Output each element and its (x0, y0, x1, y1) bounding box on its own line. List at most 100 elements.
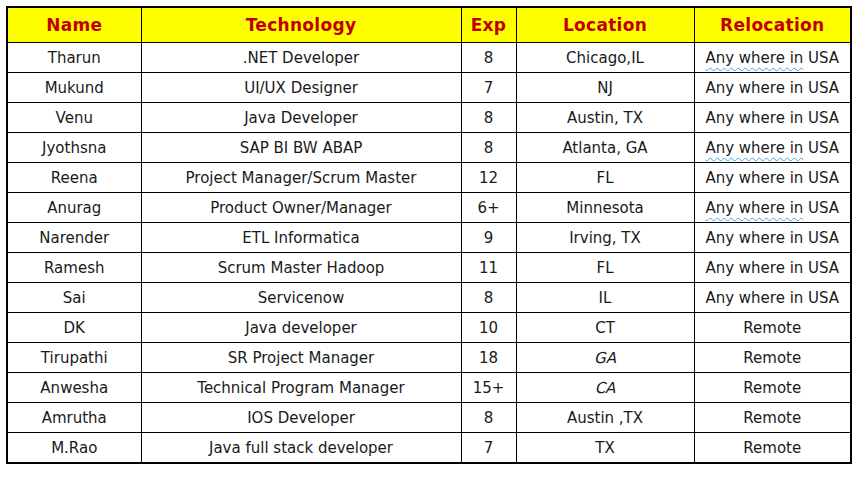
cell-relocation[interactable]: Remote (694, 373, 851, 403)
spreadsheet-area: Name Technology Exp Location Relocation … (0, 0, 862, 464)
cell-exp[interactable]: 7 (461, 73, 516, 103)
cell-name[interactable]: Mukund (7, 73, 141, 103)
header-relocation[interactable]: Relocation (694, 7, 851, 43)
cell-relocation[interactable]: Any where in USA (694, 193, 851, 223)
cell-relocation[interactable]: Any where in USA (694, 133, 851, 163)
relocation-text: USA (803, 199, 839, 217)
cell-location[interactable]: FL (516, 163, 694, 193)
relocation-text: Any where in USA (705, 79, 839, 97)
cell-technology[interactable]: Java Developer (141, 103, 461, 133)
cell-location[interactable]: NJ (516, 73, 694, 103)
cell-technology[interactable]: Java developer (141, 313, 461, 343)
cell-technology[interactable]: Servicenow (141, 283, 461, 313)
cell-exp[interactable]: 8 (461, 403, 516, 433)
cell-exp[interactable]: 8 (461, 133, 516, 163)
cell-relocation[interactable]: Remote (694, 313, 851, 343)
cell-technology[interactable]: Scrum Master Hadoop (141, 253, 461, 283)
cell-relocation[interactable]: Any where in USA (694, 283, 851, 313)
table-row: AnweshaTechnical Program Manager15+CA Rem… (7, 373, 851, 403)
cell-name[interactable]: DK (7, 313, 141, 343)
cell-exp[interactable]: 8 (461, 283, 516, 313)
cell-technology[interactable]: SAP BI BW ABAP (141, 133, 461, 163)
cell-name[interactable]: Tharun (7, 43, 141, 73)
table-row: ReenaProject Manager/Scrum Master12FL Any… (7, 163, 851, 193)
table-row: AmruthaIOS Developer8Austin ,TX Remote (7, 403, 851, 433)
cell-location[interactable]: TX (516, 433, 694, 464)
cell-exp[interactable]: 15+ (461, 373, 516, 403)
cell-technology[interactable]: Project Manager/Scrum Master (141, 163, 461, 193)
relocation-text: Any where in USA (705, 169, 839, 187)
cell-location[interactable]: Irving, TX (516, 223, 694, 253)
cell-name[interactable]: Ramesh (7, 253, 141, 283)
spellcheck-underlined-text: Any where in (705, 49, 803, 67)
cell-exp[interactable]: 11 (461, 253, 516, 283)
cell-exp[interactable]: 9 (461, 223, 516, 253)
cell-location[interactable]: IL (516, 283, 694, 313)
cell-name[interactable]: Narender (7, 223, 141, 253)
cell-name[interactable]: Anurag (7, 193, 141, 223)
cell-relocation[interactable]: Remote (694, 343, 851, 373)
table-header: Name Technology Exp Location Relocation (7, 7, 851, 43)
cell-name[interactable]: Jyothsna (7, 133, 141, 163)
cell-location[interactable]: FL (516, 253, 694, 283)
header-exp[interactable]: Exp (461, 7, 516, 43)
cell-exp[interactable]: 7 (461, 433, 516, 464)
cell-location[interactable]: Austin ,TX (516, 403, 694, 433)
spellcheck-underlined-text: Any where in (705, 199, 803, 217)
consultant-roster-table: Name Technology Exp Location Relocation … (6, 6, 852, 464)
cell-technology[interactable]: UI/UX Designer (141, 73, 461, 103)
cell-exp[interactable]: 8 (461, 103, 516, 133)
relocation-text: Remote (743, 349, 801, 367)
relocation-text: USA (803, 139, 839, 157)
cell-location[interactable]: GA (516, 343, 694, 373)
cell-location[interactable]: Chicago,IL (516, 43, 694, 73)
cell-relocation[interactable]: Remote (694, 403, 851, 433)
cell-exp[interactable]: 10 (461, 313, 516, 343)
table-row: AnuragProduct Owner/Manager6+MinnesotaAn… (7, 193, 851, 223)
header-name[interactable]: Name (7, 7, 141, 43)
cell-relocation[interactable]: Any where in USA (694, 73, 851, 103)
cell-technology[interactable]: Java full stack developer (141, 433, 461, 464)
cell-relocation[interactable]: Any where in USA (694, 223, 851, 253)
cell-technology[interactable]: Product Owner/Manager (141, 193, 461, 223)
cell-exp[interactable]: 8 (461, 43, 516, 73)
cell-technology[interactable]: IOS Developer (141, 403, 461, 433)
cell-name[interactable]: Amrutha (7, 403, 141, 433)
cell-location[interactable]: Austin, TX (516, 103, 694, 133)
cell-exp[interactable]: 6+ (461, 193, 516, 223)
cell-location[interactable]: CT (516, 313, 694, 343)
cell-name[interactable]: Anwesha (7, 373, 141, 403)
cell-location[interactable]: CA (516, 373, 694, 403)
table-row: MukundUI/UX Designer7NJ Any where in USA (7, 73, 851, 103)
relocation-text: Remote (743, 319, 801, 337)
cell-exp[interactable]: 18 (461, 343, 516, 373)
cell-technology[interactable]: ETL Informatica (141, 223, 461, 253)
cell-name[interactable]: M.Rao (7, 433, 141, 464)
cell-technology[interactable]: Technical Program Manager (141, 373, 461, 403)
cell-relocation[interactable]: Any where in USA (694, 43, 851, 73)
cell-technology[interactable]: .NET Developer (141, 43, 461, 73)
cell-name[interactable]: Sai (7, 283, 141, 313)
table-row: SaiServicenow8ILAny where in USA (7, 283, 851, 313)
table-row: VenuJava Developer8Austin, TXAny where i… (7, 103, 851, 133)
cell-name[interactable]: Venu (7, 103, 141, 133)
cell-location[interactable]: Minnesota (516, 193, 694, 223)
relocation-text: Remote (743, 379, 801, 397)
table-row: JyothsnaSAP BI BW ABAP8Atlanta, GAAny wh… (7, 133, 851, 163)
cell-name[interactable]: Reena (7, 163, 141, 193)
header-technology[interactable]: Technology (141, 7, 461, 43)
relocation-text: Remote (743, 409, 801, 427)
cell-technology[interactable]: SR Project Manager (141, 343, 461, 373)
cell-relocation[interactable]: Any where in USA (694, 163, 851, 193)
cell-relocation[interactable]: Any where in USA (694, 253, 851, 283)
cell-name[interactable]: Tirupathi (7, 343, 141, 373)
header-location[interactable]: Location (516, 7, 694, 43)
cell-relocation[interactable]: Remote (694, 433, 851, 464)
cell-location[interactable]: Atlanta, GA (516, 133, 694, 163)
relocation-text: Any where in USA (705, 229, 839, 247)
relocation-text: Remote (743, 439, 801, 457)
table-body: Tharun.NET Developer8Chicago,ILAny where… (7, 43, 851, 464)
relocation-text: USA (803, 49, 839, 67)
cell-exp[interactable]: 12 (461, 163, 516, 193)
cell-relocation[interactable]: Any where in USA (694, 103, 851, 133)
